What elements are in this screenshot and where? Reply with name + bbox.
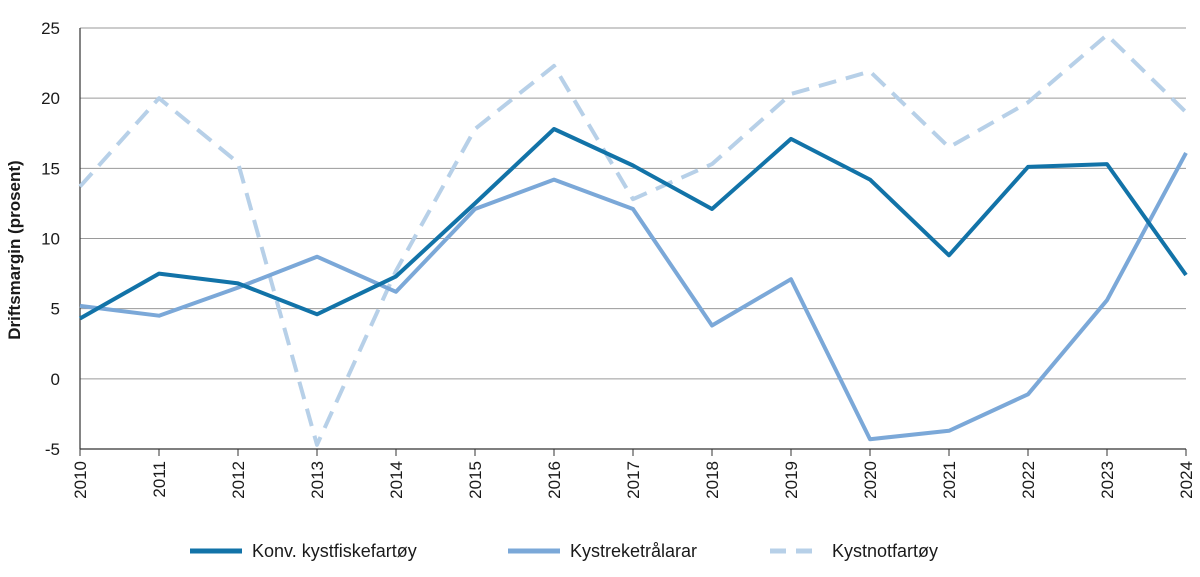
x-tick-label: 2017 xyxy=(624,461,643,499)
x-tick-label: 2019 xyxy=(782,461,801,499)
x-tick-label: 2023 xyxy=(1098,461,1117,499)
x-tick-label: 2018 xyxy=(703,461,722,499)
series-line-1 xyxy=(79,151,1188,442)
x-tick-label: 2020 xyxy=(861,461,880,499)
x-tick-label: 2014 xyxy=(387,461,406,499)
x-tick-label: 2016 xyxy=(545,461,564,499)
x-tick-label: 2010 xyxy=(71,461,90,499)
x-tick-label: 2013 xyxy=(308,461,327,499)
y-tick-label: 10 xyxy=(41,230,60,249)
y-tick-label: -5 xyxy=(45,440,60,459)
y-tick-label: 15 xyxy=(41,159,60,178)
x-tick-label: 2022 xyxy=(1019,461,1038,499)
series-lines xyxy=(78,33,1188,447)
legend-label-2: Kystnotfartøy xyxy=(832,541,938,561)
y-axis-title: Driftsmargin (prosent) xyxy=(5,160,24,339)
legend-label-0: Konv. kystfiskefartøy xyxy=(252,541,417,561)
series-line-0 xyxy=(79,127,1188,321)
y-axis-ticks: -5 0 5 10 15 20 25 xyxy=(41,19,60,459)
y-tick-label: 20 xyxy=(41,89,60,108)
x-tick-label: 2011 xyxy=(150,461,169,498)
x-tick-label: 2012 xyxy=(229,461,248,499)
x-tick-label: 2021 xyxy=(940,461,959,499)
x-axis-ticks: 2010 2011 2012 2013 2014 2015 2016 2017 2018 2019… xyxy=(71,449,1196,499)
y-tick-label: 0 xyxy=(51,370,60,389)
gridlines xyxy=(79,27,1186,450)
y-tick-label: 5 xyxy=(51,300,60,319)
series-line-2 xyxy=(78,33,1188,447)
legend: Konv. kystfiskefartøy Kystreketrålarar Kys… xyxy=(190,541,938,561)
x-tick-label: 2015 xyxy=(466,461,485,499)
x-tick-label: 2024 xyxy=(1177,461,1196,499)
y-tick-label: 25 xyxy=(41,19,60,38)
legend-label-1: Kystreketrålarar xyxy=(570,541,697,561)
